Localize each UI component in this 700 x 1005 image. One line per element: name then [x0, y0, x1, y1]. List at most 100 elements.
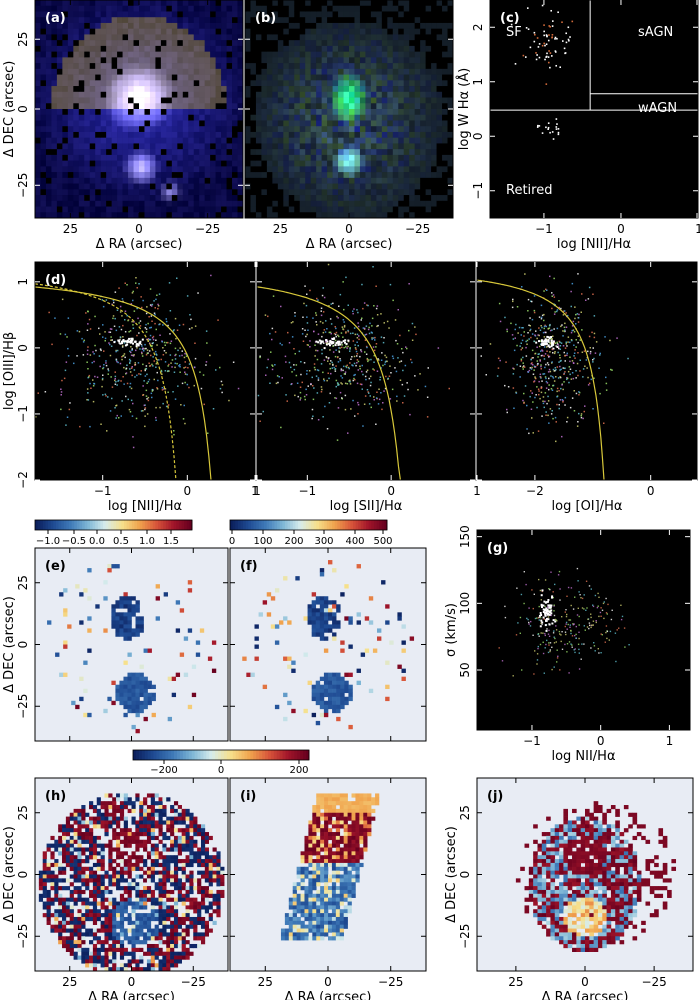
- image-pixel: [294, 201, 300, 207]
- image-pixel: [393, 132, 399, 138]
- data-point: [330, 393, 332, 395]
- image-pixel: [144, 57, 150, 63]
- image-pixel: [35, 126, 41, 132]
- data-point: [390, 284, 392, 286]
- image-pixel: [144, 17, 150, 23]
- image-pixel: [311, 143, 317, 149]
- data-point: [546, 346, 548, 348]
- data-point: [336, 336, 338, 338]
- data-point: [106, 365, 108, 367]
- data-point: [519, 327, 521, 329]
- colorbar-segment: [137, 520, 140, 530]
- image-pixel: [245, 75, 251, 81]
- image-pixel: [311, 166, 317, 172]
- image-pixel: [382, 155, 388, 161]
- data-point: [140, 325, 142, 327]
- image-pixel: [442, 195, 448, 201]
- image-pixel: [354, 212, 360, 218]
- data-point: [376, 308, 378, 310]
- image-pixel: [437, 86, 443, 92]
- image-pixel: [333, 172, 339, 178]
- image-pixel: [117, 63, 123, 69]
- image-pixel: [426, 57, 432, 63]
- image-pixel: [256, 40, 262, 46]
- image-pixel: [161, 11, 167, 17]
- image-pixel: [283, 63, 289, 69]
- data-point: [267, 316, 269, 318]
- image-pixel: [267, 178, 273, 184]
- data-point: [353, 380, 355, 382]
- image-pixel: [35, 109, 41, 115]
- image-pixel: [150, 207, 156, 213]
- image-pixel: [250, 126, 256, 132]
- image-pixel: [333, 166, 339, 172]
- colorbar-segment: [303, 520, 306, 530]
- image-pixel: [311, 40, 317, 46]
- image-pixel: [415, 166, 421, 172]
- image-pixel: [210, 212, 216, 218]
- data-point: [126, 365, 128, 367]
- image-pixel: [117, 57, 123, 63]
- image-pixel: [238, 184, 244, 190]
- data-point: [326, 341, 328, 343]
- image-pixel: [250, 40, 256, 46]
- image-pixel: [387, 172, 393, 178]
- image-pixel: [344, 52, 350, 58]
- image-pixel: [278, 86, 284, 92]
- data-point: [266, 367, 268, 369]
- image-pixel: [283, 195, 289, 201]
- image-pixel: [250, 207, 256, 213]
- image-pixel: [437, 184, 443, 190]
- data-point: [141, 307, 143, 309]
- image-pixel: [404, 195, 410, 201]
- image-pixel: [338, 23, 344, 29]
- image-pixel: [112, 34, 118, 40]
- data-point: [521, 359, 523, 361]
- image-pixel: [344, 17, 350, 23]
- data-point: [599, 393, 601, 395]
- data-point: [315, 369, 317, 371]
- image-pixel: [376, 46, 382, 52]
- image-pixel: [294, 161, 300, 167]
- image-pixel: [393, 80, 399, 86]
- image-pixel: [188, 109, 194, 115]
- image-pixel: [420, 143, 426, 149]
- image-pixel: [144, 212, 150, 218]
- image-pixel: [221, 155, 227, 161]
- colorbar-segment: [132, 520, 135, 530]
- colorbar-segment: [174, 520, 177, 530]
- image-pixel: [79, 98, 85, 104]
- data-point: [129, 359, 131, 361]
- image-pixel: [227, 6, 233, 12]
- image-pixel: [232, 75, 238, 81]
- colorbar-segment: [111, 520, 114, 530]
- image-pixel: [376, 29, 382, 35]
- image-pixel: [62, 80, 68, 86]
- data-point: [535, 353, 537, 355]
- image-pixel: [134, 115, 140, 121]
- image-pixel: [216, 46, 222, 52]
- data-point: [137, 287, 139, 289]
- image-pixel: [183, 189, 189, 195]
- data-point: [115, 371, 117, 373]
- data-point: [146, 306, 148, 308]
- image-pixel: [194, 63, 200, 69]
- image-pixel: [128, 132, 134, 138]
- colorbar-e-tick-label: 0.0: [89, 536, 105, 547]
- data-point: [535, 52, 537, 54]
- image-pixel: [183, 92, 189, 98]
- image-pixel: [46, 69, 52, 75]
- image-pixel: [73, 92, 79, 98]
- image-pixel: [101, 69, 107, 75]
- image-pixel: [360, 132, 366, 138]
- data-point: [532, 319, 534, 321]
- data-point: [131, 400, 133, 402]
- panel-d2-xlabel: log [SII]/Hα: [330, 499, 403, 514]
- data-point: [560, 349, 562, 351]
- image-pixel: [398, 120, 404, 126]
- image-pixel: [199, 132, 205, 138]
- image-pixel: [35, 178, 41, 184]
- data-point: [164, 342, 166, 344]
- data-point: [521, 334, 523, 336]
- image-pixel: [365, 115, 371, 121]
